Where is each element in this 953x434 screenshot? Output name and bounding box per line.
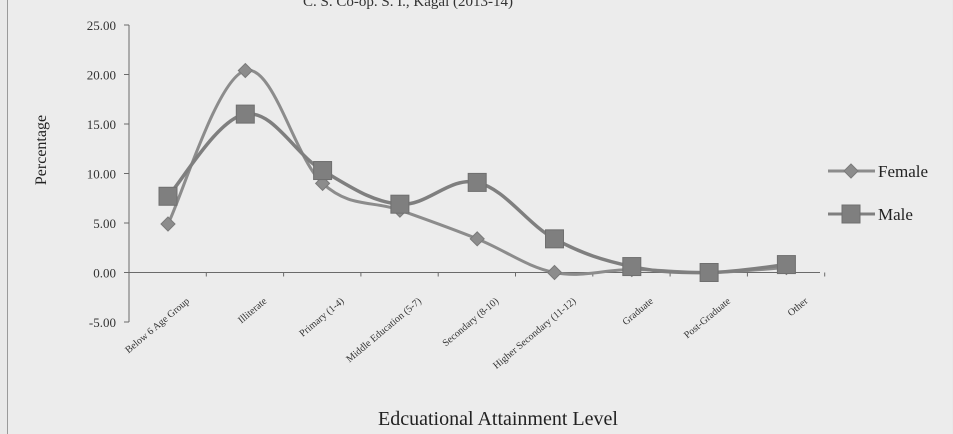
y-axis-title: Percentage bbox=[33, 115, 50, 185]
y-tick-label: 20.00 bbox=[87, 68, 116, 83]
y-tick-label: -5.00 bbox=[89, 315, 116, 330]
x-tick-label: Post-Graduate bbox=[682, 296, 733, 342]
male-point bbox=[776, 255, 796, 275]
legend-male-label: Male bbox=[878, 205, 913, 224]
y-axis: 25.00 20.00 15.00 10.00 5.00 0.00 -5.00 bbox=[87, 18, 130, 330]
male-point bbox=[467, 172, 487, 192]
male-point bbox=[699, 263, 719, 282]
x-axis: Below 6 Age Group Illiterate Primary (1-4)… bbox=[123, 272, 826, 372]
series-male-line bbox=[166, 112, 787, 275]
line-chart: C. S. Co-op. S. I., Kagal (2013-14) 25.0… bbox=[33, 0, 928, 430]
female-point bbox=[469, 231, 485, 247]
male-point bbox=[313, 161, 333, 181]
y-tick-label: 25.00 bbox=[87, 18, 116, 33]
legend-female-label: Female bbox=[878, 162, 928, 181]
x-tick-label: Other bbox=[786, 295, 811, 318]
male-point bbox=[390, 194, 410, 214]
chart-frame: C. S. Co-op. S. I., Kagal (2013-14) 25.0… bbox=[7, 0, 952, 434]
legend: Female Male bbox=[828, 162, 928, 224]
x-tick-label: Below 6 Age Group bbox=[123, 296, 192, 356]
female-point bbox=[237, 62, 254, 79]
x-tick-label: Secondary (8-10) bbox=[441, 296, 501, 349]
series-layer bbox=[158, 62, 796, 282]
y-tick-label: 0.00 bbox=[93, 266, 116, 281]
x-tick-label: Illiterate bbox=[236, 296, 269, 327]
x-tick-label: Graduate bbox=[621, 296, 657, 328]
male-point bbox=[235, 104, 255, 124]
male-point bbox=[622, 257, 642, 277]
legend-item-male: Male bbox=[828, 204, 913, 224]
series-female bbox=[160, 62, 795, 281]
male-point bbox=[545, 229, 564, 249]
y-tick-label: 10.00 bbox=[87, 167, 116, 182]
x-tick-label: Higher Secondary (11-12) bbox=[491, 296, 578, 372]
legend-male-marker bbox=[841, 204, 861, 224]
chart-title: C. S. Co-op. S. I., Kagal (2013-14) bbox=[303, 0, 513, 10]
male-point bbox=[158, 186, 178, 206]
legend-item-female: Female bbox=[828, 162, 928, 181]
x-tick-label: Middle Education (5-7) bbox=[344, 296, 423, 365]
x-axis-title: Edcuational Attainment Level bbox=[378, 408, 618, 430]
series-male bbox=[158, 104, 796, 282]
x-tick-label: Primary (1-4) bbox=[298, 296, 347, 340]
y-tick-label: 5.00 bbox=[93, 216, 116, 231]
female-point bbox=[546, 264, 563, 281]
legend-female-marker bbox=[843, 163, 859, 179]
y-tick-label: 15.00 bbox=[87, 117, 116, 132]
female-point bbox=[160, 216, 176, 232]
